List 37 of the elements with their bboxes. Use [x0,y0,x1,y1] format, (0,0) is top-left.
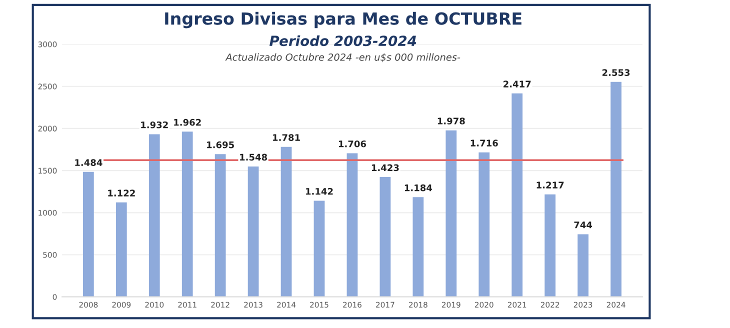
bar [148,134,160,297]
bar [578,234,588,297]
data-label: 1.122 [108,190,135,196]
bar [248,166,259,297]
data-label: 1.932 [141,121,168,128]
bar [214,154,226,297]
data-label: 2.553 [602,69,630,76]
bar [380,177,391,297]
bar [82,172,94,297]
data-label: 1.706 [338,140,366,148]
data-label: 1.962 [174,118,201,126]
data-label: 1.695 [207,141,234,148]
data-label: 1.217 [536,182,564,188]
data-label: 1.423 [372,164,399,172]
data-label: 2.417 [504,80,531,88]
bar [544,194,556,297]
data-label: 1.142 [306,188,333,195]
data-label: 1.781 [273,134,300,141]
bar [478,152,490,297]
data-label: 1.548 [240,154,268,161]
bar [346,153,358,297]
data-label: 1.184 [404,184,432,192]
bar [314,200,325,297]
data-label: 1.716 [470,140,498,146]
data-label: 1.484 [75,159,102,166]
bar [280,146,292,297]
data-label: 1.978 [438,118,465,124]
bar [116,202,127,297]
chart-title: Ingreso Divisas para Mes de OCTUBRE [165,12,522,28]
bar [446,130,457,297]
bar [412,197,424,297]
annotation: Actualizado Octubre 2024 -en u$s 000 millones- [225,53,460,62]
chart-subtitle: Periodo 2003-2024 [270,35,416,46]
bar [610,82,622,297]
bar [182,132,193,297]
bar [512,93,523,297]
data-label: 744 [574,222,592,228]
